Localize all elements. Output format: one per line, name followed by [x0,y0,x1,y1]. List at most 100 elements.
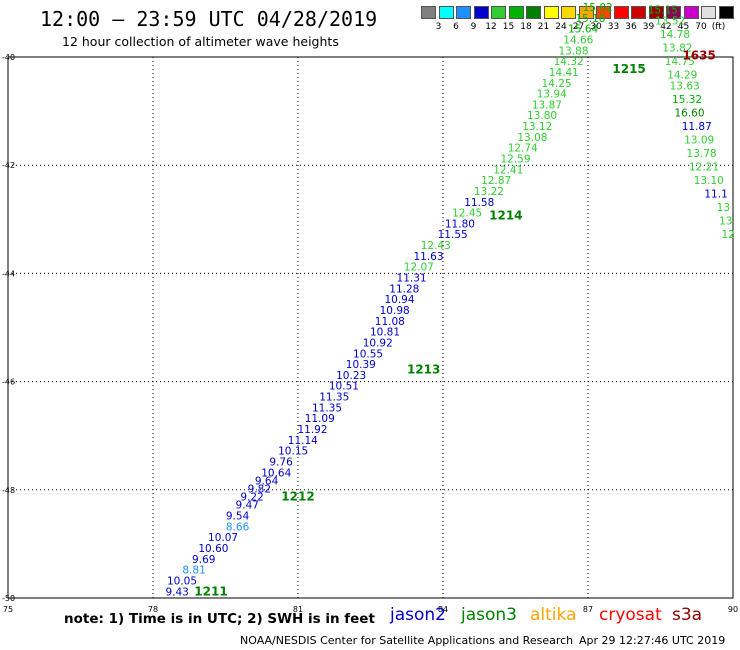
swh-value: 13.52 [655,16,685,28]
swh-value: 15.32 [672,94,702,106]
legend-label: 70 [695,22,707,32]
legend-label: 39 [642,22,655,32]
swh-value: 10.64 [261,467,291,479]
legend-label: 42 [660,22,672,32]
swh-value: 11.09 [305,413,335,425]
swh-value: 9.43 [165,586,188,598]
legend-label: 15 [502,22,515,32]
swh-value: 13.87 [532,99,562,111]
lon-tick-label: 78 [148,605,158,614]
legend-color-swatch [508,6,524,19]
legend-color-swatch [683,6,699,19]
swh-value: 11.35 [319,392,349,404]
legend-color-swatch [456,6,471,19]
legend-label: 9 [470,22,477,32]
legend-color-swatch [666,6,681,19]
lat-tick-label: -48 [2,486,15,495]
swh-value: 9.82 [248,484,271,496]
swh-value: 14.32 [554,56,584,68]
swh-value: 11.28 [389,283,419,295]
swh-value: 13.94 [537,89,567,101]
lon-tick-label: 75 [3,605,13,614]
swh-value: 10.98 [380,305,410,317]
legend-color-swatch [578,6,594,19]
swh-value: 13.63 [670,80,700,92]
swh-value: 11.58 [464,197,494,209]
swh-value: 11.87 [682,121,712,133]
swh-value: 12 [721,229,734,241]
swh-value: 10.55 [353,348,383,360]
swh-value: 12.45 [452,208,482,220]
swh-value: 10.07 [208,532,238,544]
swh-value: 12.87 [481,175,511,187]
swh-value: 13 [719,216,732,228]
lon-tick-label: 84 [438,605,448,614]
swh-value: 11.35 [312,402,342,414]
satellite-s3a: s3a [672,605,703,625]
legend-color-swatch [561,6,576,19]
swh-value: 12.21 [689,162,719,174]
legend-label: 6 [453,22,459,32]
page-title: 12:00 – 23:59 UTC 04/28/2019 [40,7,378,31]
legend-color-swatch [473,6,489,19]
satellite-altika: altika [530,605,577,625]
swh-value: 13.08 [517,132,547,144]
swh-value: 10.05 [167,575,197,587]
swh-value: 12.59 [500,153,530,165]
lat-tick-label: -42 [2,161,15,170]
track-time-label: 1211 [194,584,227,598]
swh-value: 9.47 [236,500,259,512]
legend-color-swatch [543,6,559,19]
legend-label: 21 [537,22,550,32]
swh-value: 11.14 [288,435,318,447]
swh-value: 11.92 [297,424,327,436]
swh-value: 9.76 [269,456,293,468]
lat-tick-label: -46 [2,378,15,387]
swh-value: 9.69 [192,554,215,566]
credit-text: NOAA/NESDIS Center for Satellite Applica… [240,634,574,647]
swh-value: 9.54 [226,511,250,523]
swh-value: 10.23 [336,370,366,382]
swh-value: 10.39 [346,359,376,371]
swh-value: 15.02 [583,2,613,14]
swh-value: 10.92 [363,337,393,349]
lat-tick-label: -40 [2,53,15,62]
swh-value: 10.94 [384,294,414,306]
swh-value: 14.35 [645,0,675,3]
satellite-jason3: jason3 [461,605,517,625]
lat-tick-label: -44 [2,269,15,278]
swh-value: 13.88 [558,45,588,57]
swh-value: 11.31 [397,273,427,285]
swh-value: 11.1 [704,189,727,201]
track-time-label: 1214 [489,208,522,222]
legend-label: 45 [677,22,690,32]
track-time-label: 1212 [281,490,314,504]
footer-note: note: 1) Time is in UTC; 2) SWH is in fe… [64,611,375,627]
legend-color-swatch [596,6,611,19]
lon-tick-label: 90 [728,605,738,614]
track-time-label: 1215 [612,62,645,76]
swh-value: 14.78 [660,29,690,41]
swh-value: 8.66 [226,521,250,533]
map-frame [7,56,734,599]
swh-value: 9.64 [255,475,279,487]
legend-label: 12 [485,22,497,32]
swh-value: 11.63 [413,251,443,263]
swh-value: 11.80 [445,218,475,230]
swh-value: 15.64 [568,24,598,36]
legend-color-swatch [526,6,541,19]
legend-label: 36 [625,22,637,32]
swh-value: 11.55 [438,229,468,241]
swh-value: 9.22 [240,492,263,504]
timestamp: Apr 29 12:27:46 UTC 2019 [579,634,726,647]
swh-value: 13 [717,202,730,214]
swh-value: 10.60 [198,543,228,555]
satellite-cryosat: cryosat [599,605,662,625]
swh-value: 13.09 [684,135,714,147]
legend-label: 33 [607,22,620,32]
swh-value: 14.25 [542,78,572,90]
legend-color-swatch [613,6,629,19]
swh-value: 13.78 [687,148,717,160]
